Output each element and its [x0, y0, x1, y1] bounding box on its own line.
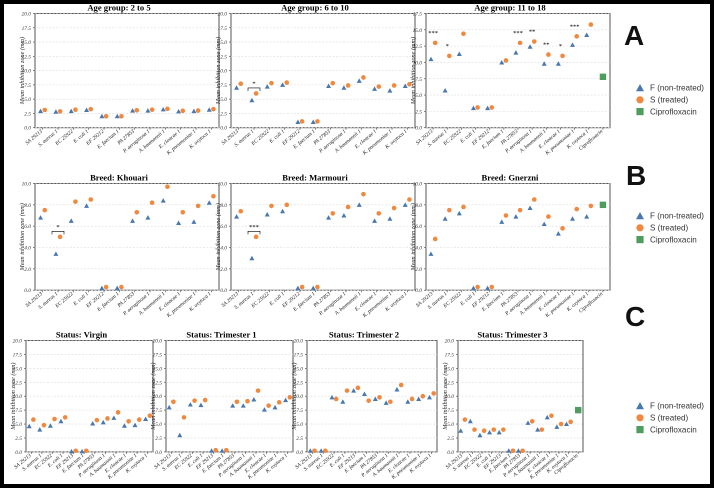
- svg-text:S (treated): S (treated): [650, 96, 689, 105]
- svg-text:10.0: 10.0: [22, 182, 32, 188]
- svg-text:0.0: 0.0: [415, 288, 422, 294]
- svg-text:20.0: 20.0: [22, 12, 32, 18]
- svg-text:0.0: 0.0: [15, 449, 22, 455]
- svg-text:2.5: 2.5: [447, 435, 454, 441]
- svg-text:Age group: 2 to 5: Age group: 2 to 5: [87, 2, 150, 12]
- svg-text:Age group: 11 to 18: Age group: 11 to 18: [474, 2, 546, 12]
- svg-text:20.0: 20.0: [445, 338, 455, 344]
- svg-text:17.5: 17.5: [152, 352, 162, 358]
- svg-text:Mean inhibition zone (mm): Mean inhibition zone (mm): [442, 362, 449, 430]
- svg-text:17.5: 17.5: [12, 352, 22, 358]
- svg-text:Ciprofloxacin: Ciprofloxacin: [650, 235, 697, 244]
- svg-text:0.0: 0.0: [447, 449, 454, 455]
- svg-text:0.0: 0.0: [296, 449, 303, 455]
- svg-text:17.5: 17.5: [218, 26, 228, 32]
- svg-text:*: *: [446, 43, 449, 50]
- svg-text:Mean inhibition zone (mm): Mean inhibition zone (mm): [150, 362, 157, 430]
- svg-text:***: ***: [428, 30, 438, 37]
- svg-text:Breed: Gnerzni: Breed: Gnerzni: [482, 172, 539, 182]
- svg-text:S (treated): S (treated): [650, 414, 689, 423]
- svg-text:10.0: 10.0: [218, 182, 228, 188]
- svg-text:S (treated): S (treated): [650, 224, 689, 233]
- svg-text:**: **: [543, 42, 550, 49]
- svg-text:0.0: 0.0: [24, 126, 31, 132]
- svg-text:0.0: 0.0: [24, 288, 31, 294]
- svg-text:F (non-treated): F (non-treated): [650, 84, 704, 93]
- svg-text:2.5: 2.5: [155, 435, 162, 441]
- svg-text:0.0: 0.0: [155, 449, 162, 455]
- svg-text:17.5: 17.5: [22, 26, 32, 32]
- svg-text:**: **: [529, 29, 536, 36]
- svg-text:20.0: 20.0: [12, 338, 22, 344]
- svg-text:*: *: [56, 224, 59, 231]
- svg-text:2.5: 2.5: [220, 111, 227, 117]
- svg-text:Status: Virgin: Status: Virgin: [56, 329, 108, 339]
- svg-text:Mean inhibition zone (mm): Mean inhibition zone (mm): [10, 362, 17, 430]
- svg-text:Mean inhibition zone (mm): Mean inhibition zone (mm): [291, 362, 298, 430]
- svg-text:17.5: 17.5: [445, 352, 455, 358]
- svg-text:Mean inhibition zone (mm): Mean inhibition zone (mm): [19, 37, 26, 105]
- svg-text:Mean inhibition zone (mm): Mean inhibition zone (mm): [410, 203, 417, 271]
- svg-text:17.5: 17.5: [294, 352, 304, 358]
- svg-text:0.0: 0.0: [220, 288, 227, 294]
- svg-text:*: *: [252, 80, 255, 87]
- svg-text:Breed: Marmouri: Breed: Marmouri: [282, 172, 348, 182]
- svg-text:Breed: Khouari: Breed: Khouari: [90, 172, 148, 182]
- svg-text:20.0: 20.0: [152, 338, 162, 344]
- svg-text:***: ***: [570, 23, 580, 30]
- svg-text:Status: Trimester 2: Status: Trimester 2: [329, 329, 399, 339]
- svg-text:***: ***: [249, 224, 259, 231]
- svg-text:Status: Trimester 1: Status: Trimester 1: [186, 329, 256, 339]
- svg-text:Status: Trimester 3: Status: Trimester 3: [478, 329, 548, 339]
- svg-text:20.0: 20.0: [218, 12, 228, 18]
- svg-text:0.0: 0.0: [415, 126, 422, 132]
- svg-text:10.0: 10.0: [413, 182, 423, 188]
- svg-text:20.0: 20.0: [294, 338, 304, 344]
- svg-text:2.5: 2.5: [24, 111, 31, 117]
- svg-text:0.0: 0.0: [220, 126, 227, 132]
- svg-text:Mean inhibition zone (mm): Mean inhibition zone (mm): [215, 37, 222, 105]
- svg-text:15.0: 15.0: [413, 28, 423, 34]
- svg-text:2.5: 2.5: [296, 435, 303, 441]
- svg-text:Age group: 6 to 10: Age group: 6 to 10: [281, 2, 349, 12]
- svg-text:2.5: 2.5: [15, 435, 22, 441]
- svg-text:17.5: 17.5: [413, 12, 423, 18]
- svg-text:F (non-treated): F (non-treated): [650, 212, 704, 221]
- svg-text:Mean inhibition zone (mm): Mean inhibition zone (mm): [19, 203, 26, 271]
- svg-text:Mean inhibition zone (mm): Mean inhibition zone (mm): [215, 203, 222, 271]
- svg-text:***: ***: [513, 30, 523, 37]
- svg-text:Ciprofloxacin: Ciprofloxacin: [650, 425, 697, 434]
- svg-text:Mean inhibition zone (mm): Mean inhibition zone (mm): [410, 37, 417, 105]
- svg-text:F (non-treated): F (non-treated): [650, 402, 704, 411]
- svg-text:*: *: [559, 43, 562, 50]
- svg-text:2.5: 2.5: [415, 109, 422, 115]
- svg-text:Ciprofloxacin: Ciprofloxacin: [650, 107, 697, 116]
